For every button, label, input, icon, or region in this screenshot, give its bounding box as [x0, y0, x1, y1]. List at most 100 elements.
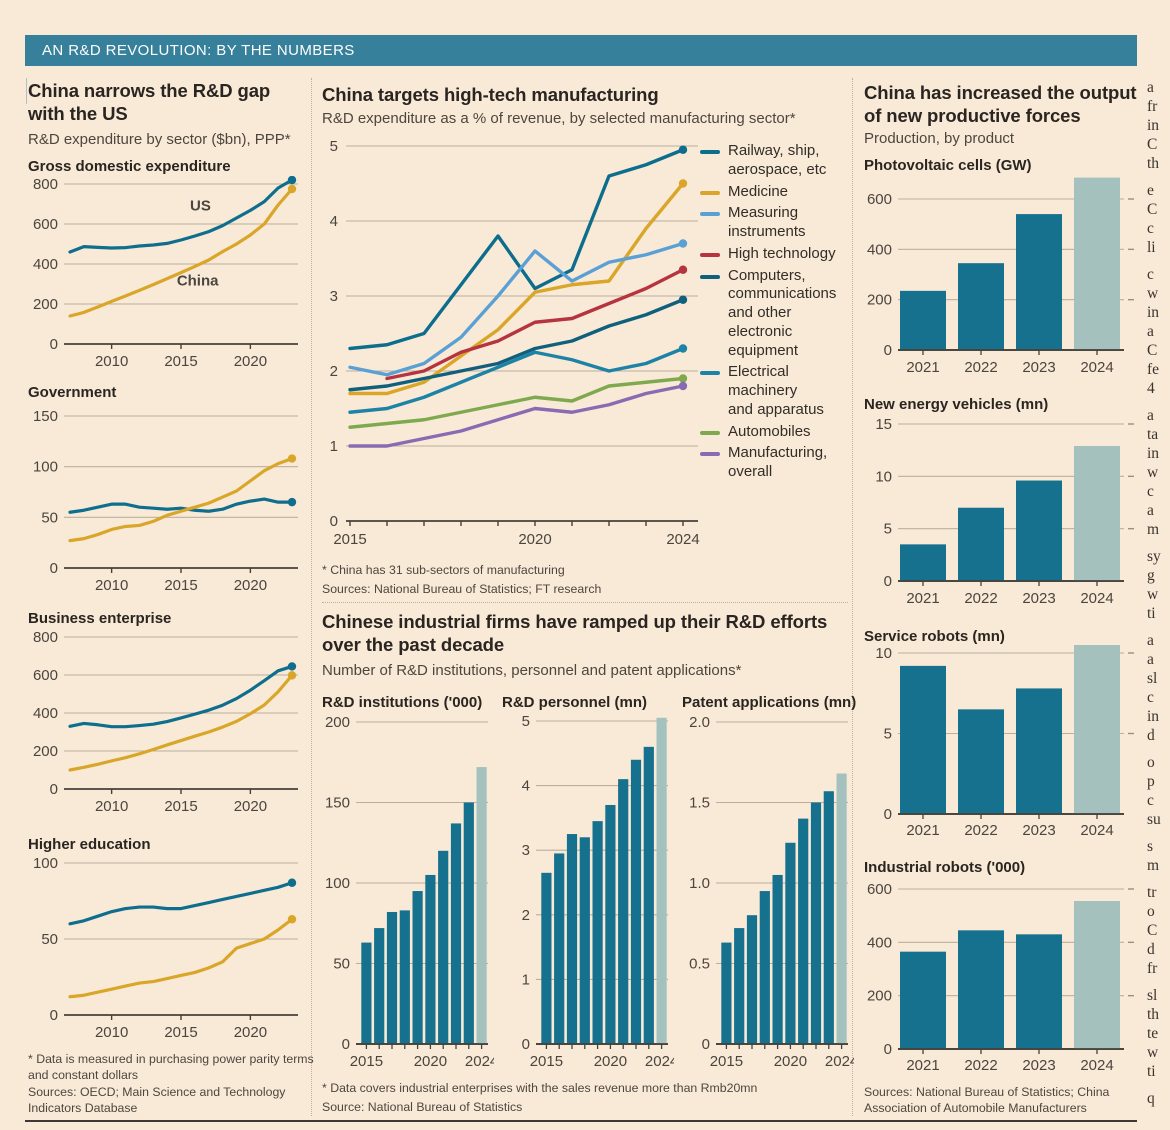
svg-text:2015: 2015 — [164, 353, 197, 370]
svg-text:2010: 2010 — [95, 1024, 128, 1041]
gde-svg: 0 200 400 600 800 2010 2015 2020 US China — [33, 176, 298, 370]
business-enterprise-chart: 0 200 400 600 800 2010 2015 2020 — [28, 627, 308, 821]
industrial-robots-chart: 0 200 400 600 2021 2022 2023 2024 — [864, 876, 1136, 1072]
chart-title-pv: Photovoltaic cells (GW) — [864, 157, 1032, 174]
svg-text:200: 200 — [325, 714, 350, 731]
svg-text:2024: 2024 — [1080, 359, 1113, 376]
legend-label: Manufacturing, overall — [728, 444, 828, 480]
business-svg: 0 200 400 600 800 2010 2015 2020 — [33, 629, 298, 815]
svg-text:2015: 2015 — [333, 531, 366, 548]
svg-text:1.0: 1.0 — [689, 875, 710, 892]
svg-text:2023: 2023 — [1022, 590, 1055, 605]
svg-text:600: 600 — [867, 881, 892, 898]
clipped-paragraph-gap — [1147, 173, 1170, 181]
clipped-text-line: o — [1147, 903, 1155, 920]
svg-text:0: 0 — [50, 781, 58, 798]
svg-text:2024: 2024 — [645, 1053, 674, 1070]
legend-label: Computers, communications and other electro… — [728, 266, 837, 359]
svg-text:400: 400 — [33, 256, 58, 273]
svg-text:15: 15 — [875, 416, 892, 433]
svg-text:2024: 2024 — [1080, 1057, 1113, 1072]
clipped-text-line: g — [1147, 567, 1155, 584]
svg-text:400: 400 — [33, 705, 58, 722]
legend-item: Measuring instruments — [700, 204, 852, 242]
svg-text:2020: 2020 — [234, 353, 267, 370]
mid-sources: Sources: National Bureau of Statistics; … — [322, 582, 602, 596]
left-footnote: * Data is measured in purchasing power p… — [28, 1052, 314, 1083]
clipped-text-line: o — [1147, 754, 1155, 771]
svg-text:2023: 2023 — [1022, 359, 1055, 376]
svg-text:0: 0 — [884, 806, 892, 823]
clipped-paragraph-gap — [1147, 539, 1170, 547]
clipped-text-line: tr — [1147, 884, 1157, 901]
svg-text:100: 100 — [33, 459, 58, 476]
svg-text:10: 10 — [875, 645, 892, 662]
gde-chart: 0 200 400 600 800 2010 2015 2020 US China — [28, 176, 308, 376]
legend-item: Computers, communications and other electro… — [700, 267, 852, 361]
clipped-text-line: c — [1147, 792, 1154, 809]
svg-text:5: 5 — [330, 138, 338, 155]
clipped-paragraph-gap — [1147, 829, 1170, 837]
svg-text:2024: 2024 — [465, 1053, 494, 1070]
mid-bottom-headline: Chinese industrial firms have ramped up … — [322, 611, 828, 655]
svg-text:600: 600 — [33, 216, 58, 233]
legend-swatch-icon — [700, 371, 720, 376]
legend-swatch-icon — [700, 430, 720, 435]
svg-text:2015: 2015 — [710, 1053, 743, 1070]
column-divider-right — [852, 78, 853, 1116]
svg-text:2020: 2020 — [414, 1053, 447, 1070]
svg-text:2.0: 2.0 — [689, 714, 710, 731]
legend-label: Measuring instruments — [728, 204, 806, 240]
svg-text:2024: 2024 — [1080, 590, 1113, 605]
left-subtitle: R&D expenditure by sector ($bn), PPP* — [28, 131, 291, 148]
legend-swatch-icon — [700, 252, 720, 257]
svg-text:0: 0 — [50, 560, 58, 577]
clipped-text-line: c — [1147, 483, 1154, 500]
legend-item: Medicine — [700, 183, 852, 202]
clipped-text-line: a — [1147, 651, 1154, 668]
clipped-paragraph-gap — [1147, 875, 1170, 883]
mid-bottom-sources: Source: National Bureau of Statistics — [322, 1100, 523, 1114]
clipped-text-line: w — [1147, 464, 1159, 481]
clipped-text-line: in — [1147, 708, 1160, 725]
mid-bottom-footnote: * Data covers industrial enterprises wit… — [322, 1081, 758, 1095]
svg-text:50: 50 — [333, 956, 350, 973]
institutions-svg: 0 50 100 150 200 2015 2020 2024 — [325, 714, 494, 1070]
clipped-paragraph-gap — [1147, 257, 1170, 265]
personnel-svg: 0 1 2 3 4 5 2015 2020 2024 — [522, 713, 674, 1070]
svg-text:0: 0 — [50, 336, 58, 353]
svg-text:2024: 2024 — [666, 531, 699, 548]
svg-text:2010: 2010 — [95, 577, 128, 594]
clipped-text-line: w — [1147, 1044, 1159, 1061]
svg-text:1: 1 — [522, 971, 530, 988]
svg-text:1.5: 1.5 — [689, 795, 710, 812]
clipped-text-line: d — [1147, 727, 1155, 744]
clipped-text-line: sl — [1147, 670, 1158, 687]
clipped-text-line: in — [1147, 445, 1160, 462]
clipped-text-line: p — [1147, 773, 1155, 790]
svg-text:0: 0 — [342, 1036, 350, 1053]
svg-text:150: 150 — [325, 795, 350, 812]
clipped-paragraph-gap — [1147, 978, 1170, 986]
svg-text:600: 600 — [867, 191, 892, 208]
government-chart: 0 50 100 150 2010 2015 2020 — [28, 402, 308, 600]
svg-text:2: 2 — [330, 363, 338, 380]
right-subtitle: Production, by product — [864, 130, 1015, 147]
sector-legend: Railway, ship, aerospace, etc Medicine Meas… — [700, 142, 852, 485]
svg-text:0: 0 — [884, 342, 892, 359]
svg-text:400: 400 — [867, 241, 892, 258]
svg-text:2022: 2022 — [964, 359, 997, 376]
legend-swatch-icon — [700, 212, 720, 217]
chart-title-patents: Patent applications (mn) — [682, 694, 857, 711]
clipped-text-line: sl — [1147, 987, 1158, 1004]
legend-item: Automobiles — [700, 423, 852, 442]
chart-title-industrial: Industrial robots ('000) — [864, 859, 1026, 876]
clipped-text-line: m — [1147, 521, 1160, 538]
clipped-text-line: a — [1147, 407, 1154, 424]
svg-text:2015: 2015 — [164, 798, 197, 815]
svg-text:150: 150 — [33, 408, 58, 425]
svg-text:100: 100 — [325, 875, 350, 892]
clipped-text-line: li — [1147, 239, 1156, 256]
